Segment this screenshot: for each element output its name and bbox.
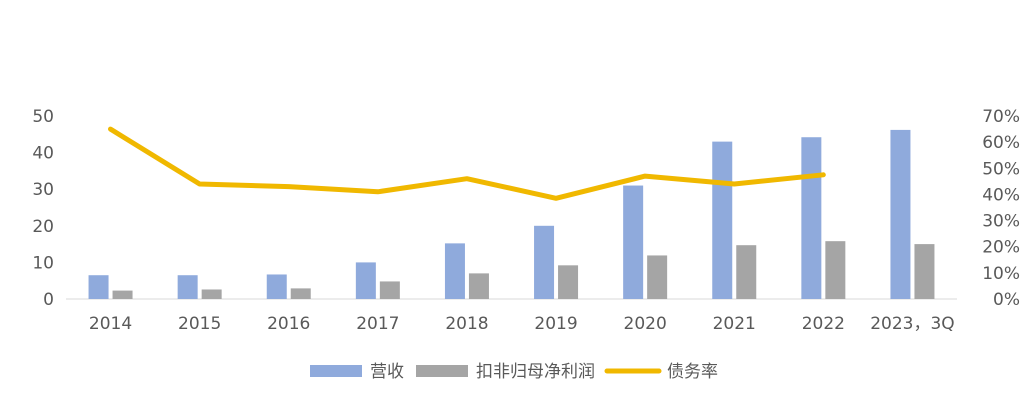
- right-axis-tick-label: 60%: [982, 133, 1020, 153]
- right-axis-tick-label: 10%: [982, 264, 1020, 284]
- revenue-bar: [444, 243, 465, 299]
- net-profit-bar: [558, 265, 579, 299]
- net-profit-bar: [201, 289, 222, 299]
- x-axis-tick-label: 2019: [534, 314, 577, 334]
- net-profit-bar: [647, 255, 668, 299]
- x-axis-labels: 2014 2015 2016 2017 2018 2019 2020 2021 2022 2023…: [89, 314, 955, 334]
- net-profit-bar: [736, 245, 757, 299]
- revenue-bar: [534, 225, 555, 299]
- line-series: [108, 126, 826, 201]
- net-profit-bar: [290, 288, 311, 299]
- right-y-axis: 0% 10% 20% 30% 40% 50% 60% 70%: [982, 107, 1020, 310]
- right-axis-tick-label: 40%: [982, 185, 1020, 205]
- left-axis-tick-label: 20: [32, 217, 54, 237]
- net-profit-bar: [112, 290, 133, 299]
- legend-label: 扣非归母净利润: [476, 362, 595, 382]
- legend-label: 营收: [370, 362, 404, 382]
- net-profit-bar: [914, 244, 935, 299]
- x-axis-tick-label: 2021: [713, 314, 756, 334]
- right-axis-tick-label: 20%: [982, 238, 1020, 258]
- left-y-axis: 0 10 20 30 40 50: [32, 107, 54, 310]
- revenue-bar: [177, 275, 198, 299]
- revenue-bar: [623, 185, 644, 299]
- left-axis-tick-label: 10: [32, 253, 54, 273]
- right-axis-tick-label: 30%: [982, 212, 1020, 232]
- x-axis-tick-label: 2022: [802, 314, 845, 334]
- revenue-bar: [712, 141, 733, 299]
- x-axis-tick-label: 2020: [624, 314, 667, 334]
- legend: 营收 扣非归母净利润 债务率: [310, 362, 718, 382]
- revenue-bar: [801, 137, 822, 299]
- right-axis-tick-label: 0%: [993, 290, 1020, 310]
- x-axis-tick-label: 2014: [89, 314, 132, 334]
- right-axis-tick-label: 70%: [982, 107, 1020, 127]
- right-axis-tick-label: 50%: [982, 159, 1020, 179]
- net-profit-bar: [379, 281, 400, 299]
- x-axis-tick-label: 2017: [356, 314, 399, 334]
- revenue-bar: [890, 129, 911, 299]
- revenue-bar: [88, 275, 109, 299]
- left-axis-tick-label: 40: [32, 144, 54, 164]
- left-axis-tick-label: 30: [32, 180, 54, 200]
- legend-swatch: [310, 365, 362, 377]
- x-axis-tick-label: 2016: [267, 314, 310, 334]
- revenue-bar: [266, 274, 287, 299]
- left-axis-tick-label: 0: [43, 290, 54, 310]
- x-axis-tick-label: 2015: [178, 314, 221, 334]
- legend-swatch: [416, 365, 468, 377]
- legend-label: 债务率: [667, 362, 718, 382]
- bar-series: [88, 129, 935, 299]
- debt-ratio-line: [108, 126, 826, 201]
- x-axis-tick-label: 2018: [445, 314, 488, 334]
- net-profit-bar: [468, 273, 489, 299]
- x-axis-tick-label: 2023，3Q: [870, 314, 954, 334]
- revenue-bar: [355, 262, 376, 299]
- net-profit-bar: [825, 241, 846, 299]
- left-axis-tick-label: 50: [32, 107, 54, 127]
